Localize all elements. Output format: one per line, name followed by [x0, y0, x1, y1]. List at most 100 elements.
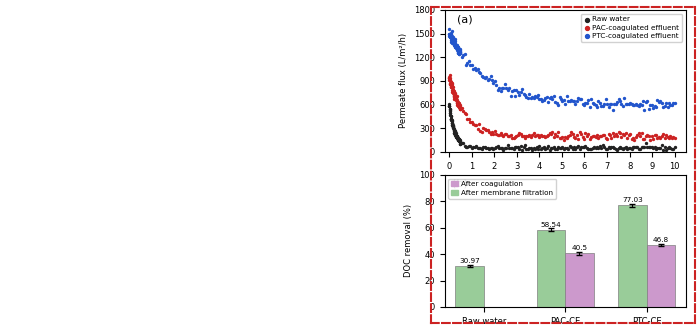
PTC-coagulated effluent [638, 98, 649, 103]
PAC-coagulated effluent [638, 136, 649, 141]
PAC-coagulated effluent [496, 133, 507, 138]
PTC-coagulated effluent [581, 100, 592, 105]
PTC-coagulated effluent [662, 105, 673, 110]
PTC-coagulated effluent [616, 102, 627, 107]
Raw water [568, 145, 580, 150]
Raw water [594, 144, 606, 149]
PTC-coagulated effluent [445, 38, 456, 43]
PAC-coagulated effluent [498, 133, 509, 139]
PAC-coagulated effluent [447, 87, 458, 92]
PAC-coagulated effluent [453, 103, 464, 108]
Raw water [574, 146, 585, 151]
PAC-coagulated effluent [615, 130, 626, 135]
Raw water [447, 122, 458, 127]
Raw water [640, 141, 652, 146]
Bar [618, 205, 647, 307]
PAC-coagulated effluent [657, 132, 668, 137]
Raw water [560, 145, 571, 150]
PAC-coagulated effluent [664, 135, 675, 140]
Legend: Raw water, PAC-coagulated effluent, PTC-coagulated effluent: Raw water, PAC-coagulated effluent, PTC-… [581, 14, 682, 42]
PTC-coagulated effluent [536, 96, 547, 102]
PTC-coagulated effluent [620, 101, 631, 106]
PAC-coagulated effluent [446, 83, 457, 88]
Raw water [571, 144, 582, 149]
PAC-coagulated effluent [461, 112, 472, 117]
PTC-coagulated effluent [448, 41, 459, 47]
Raw water [449, 129, 460, 134]
Raw water [559, 146, 570, 151]
PTC-coagulated effluent [657, 104, 668, 110]
Raw water [448, 126, 459, 131]
PAC-coagulated effluent [445, 84, 456, 89]
Raw water [522, 146, 533, 151]
PTC-coagulated effluent [593, 99, 604, 104]
Raw water [476, 147, 487, 152]
PTC-coagulated effluent [538, 97, 550, 103]
PAC-coagulated effluent [577, 134, 588, 140]
PAC-coagulated effluent [544, 130, 555, 136]
Raw water [444, 103, 455, 108]
PTC-coagulated effluent [626, 102, 637, 107]
PTC-coagulated effluent [498, 85, 509, 90]
PAC-coagulated effluent [449, 88, 460, 93]
Raw water [443, 101, 454, 107]
PTC-coagulated effluent [472, 66, 483, 71]
PAC-coagulated effluent [507, 135, 518, 141]
PTC-coagulated effluent [624, 101, 636, 106]
PAC-coagulated effluent [589, 133, 600, 139]
Raw water [444, 103, 455, 109]
PTC-coagulated effluent [452, 43, 463, 49]
PTC-coagulated effluent [446, 33, 457, 39]
Raw water [557, 145, 568, 150]
Raw water [449, 127, 460, 133]
PAC-coagulated effluent [445, 80, 456, 85]
PTC-coagulated effluent [594, 100, 606, 106]
PTC-coagulated effluent [482, 78, 493, 83]
PTC-coagulated effluent [630, 101, 641, 107]
Raw water [446, 120, 457, 125]
PAC-coagulated effluent [480, 126, 491, 132]
PTC-coagulated effluent [635, 101, 646, 107]
PAC-coagulated effluent [580, 131, 591, 136]
PTC-coagulated effluent [449, 39, 460, 44]
Raw water [613, 146, 624, 151]
PAC-coagulated effluent [502, 133, 513, 139]
PTC-coagulated effluent [533, 93, 544, 98]
Raw water [450, 135, 461, 140]
PTC-coagulated effluent [555, 97, 566, 102]
PAC-coagulated effluent [489, 129, 500, 134]
PTC-coagulated effluent [453, 47, 464, 52]
Raw water [484, 147, 495, 152]
PTC-coagulated effluent [580, 100, 591, 106]
PTC-coagulated effluent [444, 33, 455, 38]
Raw water [521, 147, 532, 152]
PAC-coagulated effluent [455, 106, 466, 111]
PAC-coagulated effluent [619, 132, 630, 137]
Raw water [452, 136, 463, 141]
Raw water [626, 147, 637, 152]
PTC-coagulated effluent [454, 50, 466, 55]
Raw water [449, 130, 461, 135]
PTC-coagulated effluent [528, 95, 539, 101]
Raw water [444, 107, 455, 113]
PTC-coagulated effluent [586, 97, 597, 102]
PTC-coagulated effluent [606, 102, 617, 107]
PAC-coagulated effluent [550, 132, 561, 137]
PAC-coagulated effluent [606, 135, 617, 140]
Raw water [666, 147, 678, 152]
Raw water [452, 136, 463, 142]
PAC-coagulated effluent [529, 133, 540, 139]
PTC-coagulated effluent [633, 103, 644, 108]
PAC-coagulated effluent [547, 129, 558, 134]
PAC-coagulated effluent [492, 133, 503, 138]
Raw water [494, 145, 505, 150]
Raw water [458, 140, 469, 145]
PAC-coagulated effluent [454, 104, 466, 110]
Raw water [659, 145, 670, 150]
Raw water [566, 145, 577, 150]
PAC-coagulated effluent [446, 84, 457, 90]
PTC-coagulated effluent [545, 94, 557, 99]
PAC-coagulated effluent [481, 127, 492, 132]
Raw water [482, 146, 493, 151]
PTC-coagulated effluent [486, 77, 498, 82]
